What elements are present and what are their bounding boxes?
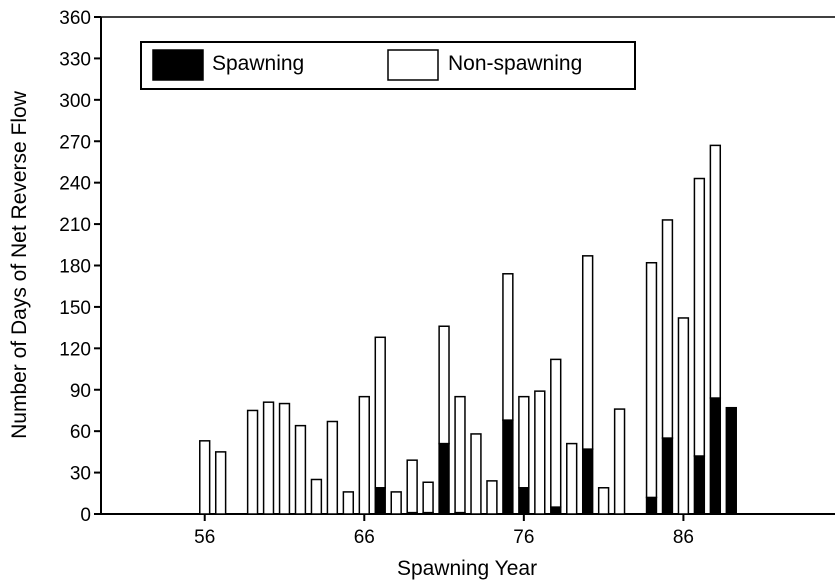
bar-non-spawning [661, 219, 674, 439]
bar-spawning [550, 506, 562, 515]
bar-non-spawning [199, 440, 211, 515]
bar-non-spawning [693, 177, 706, 457]
x-tick-label: 66 [354, 527, 375, 548]
bar-non-spawning [486, 480, 498, 515]
y-tick-label: 270 [59, 132, 91, 153]
y-tick-label: 240 [59, 174, 91, 195]
bar-spawning [518, 487, 530, 515]
bar-non-spawning [358, 395, 370, 515]
legend: Spawning Non-spawning [140, 41, 636, 90]
bar-non-spawning [677, 317, 690, 515]
bar-spawning [581, 448, 594, 515]
bar-non-spawning [326, 420, 339, 515]
bar-non-spawning [581, 255, 594, 450]
bar-spawning [502, 419, 514, 515]
bar-non-spawning [534, 390, 546, 515]
y-tick-label: 60 [70, 422, 91, 443]
bar-non-spawning [438, 325, 450, 445]
y-tick-label: 30 [70, 464, 91, 485]
legend-swatch-spawning [152, 49, 204, 81]
bar-non-spawning [470, 433, 482, 515]
y-tick-label: 330 [59, 49, 91, 70]
bar-non-spawning [518, 395, 530, 489]
y-axis-title: Number of Days of Net Reverse Flow [8, 90, 31, 439]
y-tick-label: 300 [59, 91, 91, 112]
bar-non-spawning [278, 402, 291, 515]
bar-spawning [645, 496, 658, 515]
bar-spawning [661, 437, 674, 515]
bar-non-spawning [406, 459, 418, 514]
bar-non-spawning [502, 273, 514, 421]
y-tick-label: 180 [59, 257, 91, 278]
bar-non-spawning [214, 451, 227, 515]
y-tick-label: 90 [70, 381, 91, 402]
bar-non-spawning [709, 144, 722, 399]
y-tick-label: 360 [59, 8, 91, 29]
bar-spawning [709, 397, 722, 515]
bar-spawning [438, 442, 450, 515]
bar-non-spawning [374, 336, 386, 489]
bar-non-spawning [597, 487, 610, 515]
y-tick-label: 120 [59, 339, 91, 360]
bar-non-spawning [454, 395, 466, 514]
x-tick-label: 56 [194, 527, 215, 548]
bar-non-spawning [645, 261, 658, 499]
bar-non-spawning [550, 358, 562, 508]
bar-non-spawning [390, 491, 402, 515]
y-tick-label: 150 [59, 298, 91, 319]
bar-non-spawning [262, 401, 275, 515]
x-tick-label: 76 [513, 527, 534, 548]
legend-label-spawning: Spawning [212, 52, 304, 75]
x-axis-title: Spawning Year [397, 557, 537, 580]
legend-swatch-non-spawning [387, 49, 439, 81]
bar-non-spawning [310, 478, 323, 515]
bar-spawning [725, 406, 737, 515]
bar-non-spawning [342, 491, 355, 515]
bar-non-spawning [613, 408, 626, 515]
x-tick-label: 86 [673, 527, 694, 548]
bar-non-spawning [294, 424, 307, 515]
y-tick-label: 210 [59, 215, 91, 236]
y-tick-label: 0 [80, 505, 91, 526]
bar-non-spawning [246, 409, 259, 515]
bar-spawning [374, 487, 386, 515]
legend-label-non-spawning: Non-spawning [448, 52, 582, 75]
bar-non-spawning [422, 481, 434, 514]
bar-non-spawning [566, 442, 578, 515]
tick-labels: 0 30 60 90 120 150 180 210 240 270 300 330 360 56 66 76… [59, 8, 694, 548]
bar-spawning [693, 455, 706, 515]
bars [199, 144, 737, 515]
